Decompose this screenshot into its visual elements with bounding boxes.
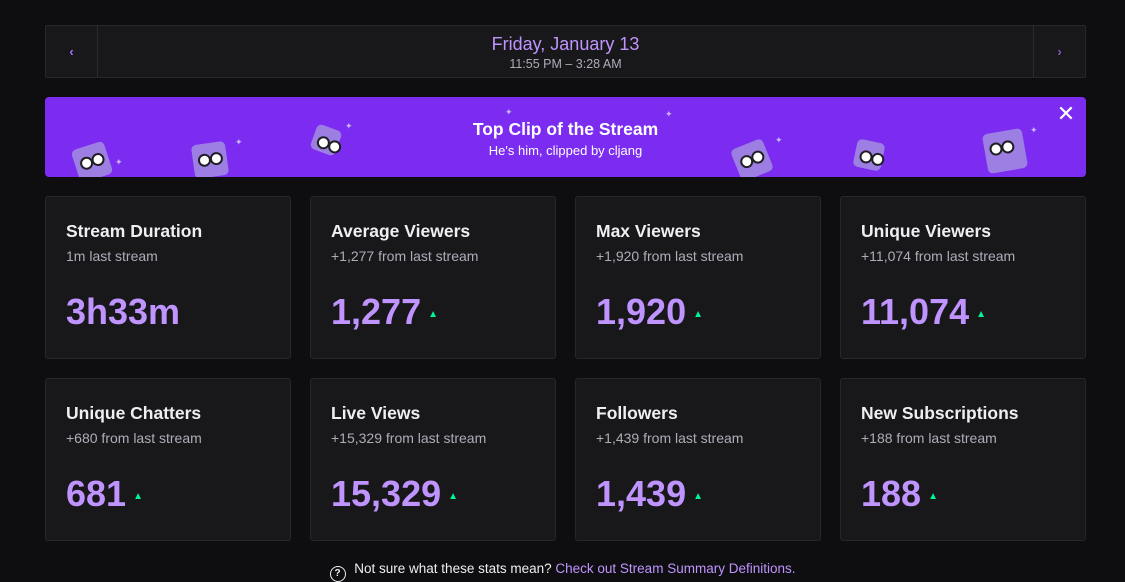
stat-title: New Subscriptions xyxy=(861,403,1019,423)
top-clip-banner[interactable]: ✦ ✦ ✦ ✦ ✦ ✦ ✦ Top Clip of the Stream He'… xyxy=(45,97,1086,177)
stat-comparison: +1,920 from last stream xyxy=(596,248,744,264)
sparkle-icon: ✦ xyxy=(775,135,783,145)
stat-value-row: 1,277 ▲ xyxy=(331,292,438,332)
stat-comparison: +15,329 from last stream xyxy=(331,430,487,446)
stat-value-row: 188 ▲ xyxy=(861,474,938,514)
sparkle-icon: ✦ xyxy=(235,137,243,147)
stat-title: Unique Chatters xyxy=(66,403,202,423)
stats-grid: Stream Duration 1m last stream 3h33m Averag… xyxy=(45,196,1086,541)
stat-comparison: +1,439 from last stream xyxy=(596,430,744,446)
next-stream-button[interactable]: › xyxy=(1033,26,1085,77)
close-banner-button[interactable]: ✕ xyxy=(1056,101,1076,126)
stat-value-row: 15,329 ▲ xyxy=(331,474,458,514)
trend-up-icon: ▲ xyxy=(928,490,938,502)
previous-stream-button[interactable]: ‹ xyxy=(46,26,98,77)
stats-help-footer: ? Not sure what these stats mean? Check … xyxy=(0,561,1125,582)
stat-value: 1,277 xyxy=(331,291,422,332)
stat-value: 681 xyxy=(66,473,127,514)
trend-up-icon: ▲ xyxy=(133,490,143,502)
trend-up-icon: ▲ xyxy=(448,490,459,502)
date-display: Friday, January 13 11:55 PM – 3:28 AM xyxy=(98,26,1033,77)
stat-title: Stream Duration xyxy=(66,221,203,241)
stat-value: 1,439 xyxy=(596,473,687,514)
sparkle-icon: ✦ xyxy=(345,121,353,131)
stat-comparison: +188 from last stream xyxy=(861,430,997,446)
stat-value-row: 1,920 ▲ xyxy=(596,292,703,332)
stat-title: Max Viewers xyxy=(596,221,701,241)
close-icon: ✕ xyxy=(1056,101,1076,126)
top-clip-subtitle[interactable]: He's him, clipped by cljang xyxy=(488,143,643,158)
stat-comparison: +11,074 from last stream xyxy=(861,248,1016,264)
stat-card: Stream Duration 1m last stream 3h33m xyxy=(45,196,291,359)
chevron-left-icon: ‹ xyxy=(69,44,74,59)
sparkle-icon: ✦ xyxy=(665,109,673,119)
stat-value-row: 11,074 ▲ xyxy=(861,292,986,332)
stat-value: 15,329 xyxy=(331,473,442,514)
stat-comparison: 1m last stream xyxy=(66,248,158,264)
stat-card: Followers +1,439 from last stream 1,439 ▲ xyxy=(575,378,821,541)
top-clip-text: Top Clip of the Stream He's him, clipped… xyxy=(45,119,1086,158)
stat-title: Unique Viewers xyxy=(861,221,992,241)
stat-comparison: +1,277 from last stream xyxy=(331,248,479,264)
stat-comparison: +680 from last stream xyxy=(66,430,202,446)
stream-date: Friday, January 13 xyxy=(491,33,640,54)
stat-value-row: 3h33m xyxy=(66,292,180,332)
trend-up-icon: ▲ xyxy=(976,308,987,320)
stat-card: Unique Chatters +680 from last stream 681 ▲ xyxy=(45,378,291,541)
stat-card: Unique Viewers +11,074 from last stream 11… xyxy=(840,196,1086,359)
sparkle-icon: ✦ xyxy=(115,157,123,167)
stat-value-row: 681 ▲ xyxy=(66,474,143,514)
stat-value: 3h33m xyxy=(66,291,181,332)
stat-card: Live Views +15,329 from last stream 15,329… xyxy=(310,378,556,541)
trend-up-icon: ▲ xyxy=(428,308,438,320)
sparkle-icon: ✦ xyxy=(505,107,513,117)
stream-summary-definitions-link[interactable]: Check out Stream Summary Definitions. xyxy=(555,561,796,576)
stat-card: Average Viewers +1,277 from last stream 1,… xyxy=(310,196,556,359)
date-navigator: ‹ Friday, January 13 11:55 PM – 3:28 AM … xyxy=(45,25,1086,78)
chevron-right-icon: › xyxy=(1057,44,1062,59)
stat-title: Average Viewers xyxy=(331,221,471,241)
stat-value: 188 xyxy=(861,473,922,514)
trend-up-icon: ▲ xyxy=(693,490,703,502)
stat-title: Followers xyxy=(596,403,678,423)
stat-value: 1,920 xyxy=(596,291,687,332)
help-text: Not sure what these stats mean? xyxy=(354,561,552,576)
stat-card: New Subscriptions +188 from last stream 18… xyxy=(840,378,1086,541)
sparkle-icon: ✦ xyxy=(1030,125,1038,135)
top-clip-title: Top Clip of the Stream xyxy=(472,119,659,139)
stat-title: Live Views xyxy=(331,403,421,423)
stat-card: Max Viewers +1,920 from last stream 1,920 ▲ xyxy=(575,196,821,359)
stream-time-range: 11:55 PM – 3:28 AM xyxy=(509,56,622,71)
stat-value-row: 1,439 ▲ xyxy=(596,474,703,514)
trend-up-icon: ▲ xyxy=(693,308,703,320)
stat-value: 11,074 xyxy=(861,291,970,332)
